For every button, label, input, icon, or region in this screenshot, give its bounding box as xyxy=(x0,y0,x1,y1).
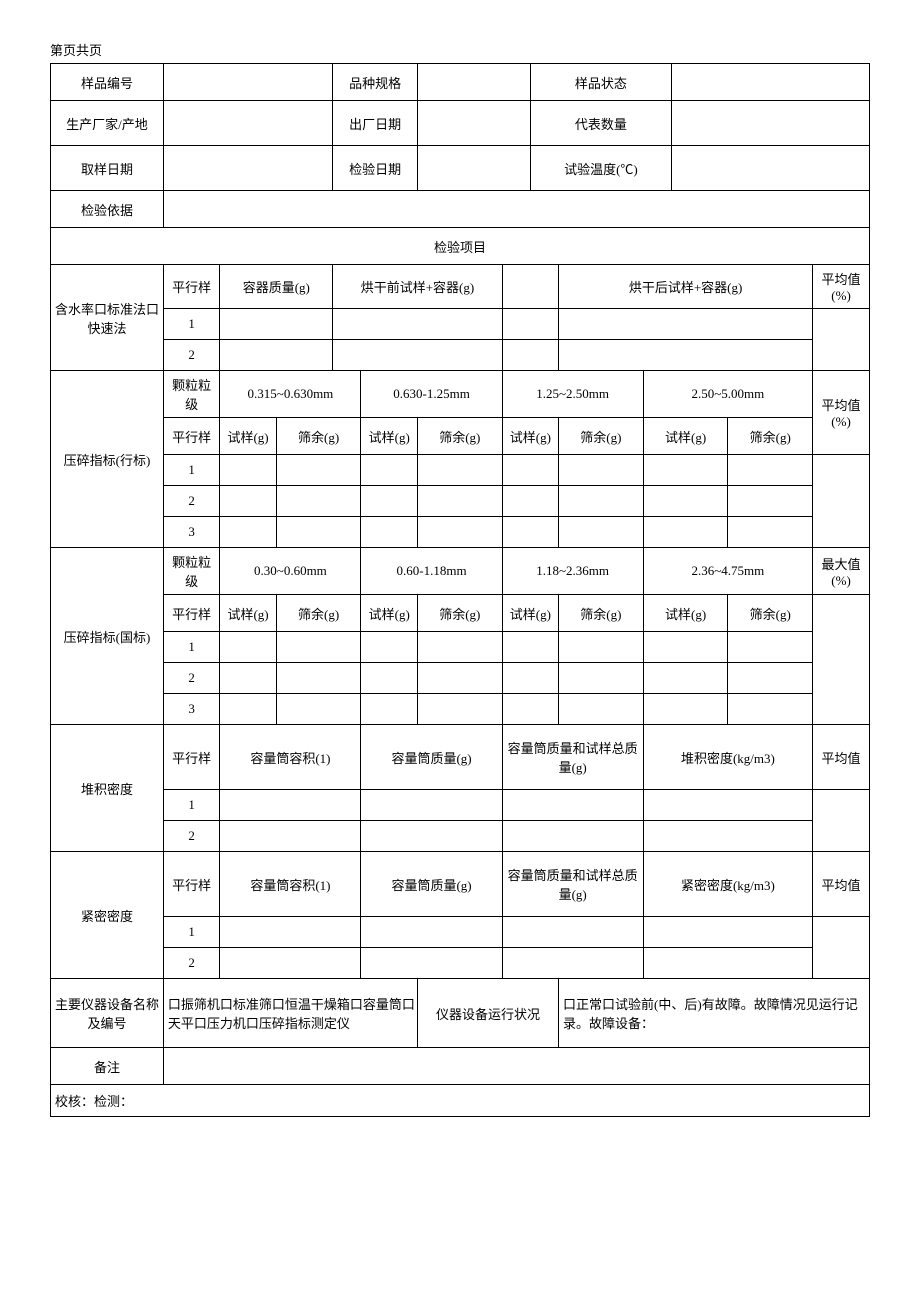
label-sample-no: 样品编号 xyxy=(51,64,164,101)
label-crush-hang: 压碎指标(行标) xyxy=(51,371,164,548)
label-qty: 代表数量 xyxy=(530,101,671,146)
equipment-list: 口振筛机口标准筛口恒温干燥箱口容量筒口天平口压力机口压碎指标测定仪 xyxy=(163,979,417,1048)
label-sampling-date: 取样日期 xyxy=(51,146,164,191)
crush-hang-g1: 0.315~0.630mm xyxy=(220,371,361,418)
label-equipment: 主要仪器设备名称及编号 xyxy=(51,979,164,1048)
val-spec xyxy=(417,64,530,101)
compact-cyl-mass: 容量筒质量(g) xyxy=(361,852,502,917)
crush-hang-g3: 1.25~2.50mm xyxy=(502,371,643,418)
moisture-avg-val xyxy=(813,309,870,371)
bulk-cyl-vol: 容量筒容积(1) xyxy=(220,725,361,790)
bulk-parallel-label: 平行样 xyxy=(163,725,219,790)
compact-parallel-label: 平行样 xyxy=(163,852,219,917)
label-basis: 检验依据 xyxy=(51,191,164,228)
val-sampling-date xyxy=(163,146,332,191)
crush-guo-avg-val xyxy=(813,595,870,725)
val-status xyxy=(672,64,870,101)
label-compact: 紧密密度 xyxy=(51,852,164,979)
crush-guo-avg-label: 最大值(%) xyxy=(813,548,870,595)
val-mfg xyxy=(163,101,332,146)
moisture-parallel-label: 平行样 xyxy=(163,265,219,309)
bulk-avg-label: 平均值 xyxy=(813,725,870,790)
crush-hang-g4: 2.50~5.00mm xyxy=(643,371,812,418)
crush-guo-g4: 2.36~4.75mm xyxy=(643,548,812,595)
compact-cyl-vol: 容量筒容积(1) xyxy=(220,852,361,917)
val-sample-no xyxy=(163,64,332,101)
compact-cyl-total: 容量筒质量和试样总质量(g) xyxy=(502,852,643,917)
crush-hang-avg-label: 平均值(%) xyxy=(813,371,870,455)
label-moisture: 含水率口标准法口快速法 xyxy=(51,265,164,371)
crush-hang-avg-val xyxy=(813,455,870,548)
label-equip-status: 仪器设备运行状况 xyxy=(417,979,558,1048)
label-mfg: 生产厂家/产地 xyxy=(51,101,164,146)
crush-guo-g3: 1.18~2.36mm xyxy=(502,548,643,595)
bulk-density: 堆积密度(kg/m3) xyxy=(643,725,812,790)
label-test-date: 检验日期 xyxy=(333,146,418,191)
moisture-r1: 1 xyxy=(163,309,219,340)
crush-hang-grade-label: 颗粒粒级 xyxy=(163,371,219,418)
label-crush-guo: 压碎指标(国标) xyxy=(51,548,164,725)
val-test-date xyxy=(417,146,530,191)
moisture-r2: 2 xyxy=(163,340,219,371)
moisture-after-dry: 烘干后试样+容器(g) xyxy=(559,265,813,309)
val-basis xyxy=(163,191,869,228)
moisture-avg-label: 平均值(%) xyxy=(813,265,870,309)
label-out-date: 出厂日期 xyxy=(333,101,418,146)
moisture-empty1 xyxy=(502,265,558,309)
label-temp: 试验温度(℃) xyxy=(530,146,671,191)
crush-guo-parallel-label: 平行样 xyxy=(163,595,219,632)
crush-guo-g2: 0.60-1.18mm xyxy=(361,548,502,595)
moisture-before-dry: 烘干前试样+容器(g) xyxy=(333,265,502,309)
bulk-avg-val xyxy=(813,790,870,852)
compact-avg-label: 平均值 xyxy=(813,852,870,917)
val-qty xyxy=(672,101,870,146)
crush-guo-g1: 0.30~0.60mm xyxy=(220,548,361,595)
page-header: 第页共页 xyxy=(50,40,870,59)
bulk-cyl-mass: 容量筒质量(g) xyxy=(361,725,502,790)
val-temp xyxy=(672,146,870,191)
footer-check: 校核：检测： xyxy=(51,1085,870,1117)
label-remark: 备注 xyxy=(51,1048,164,1085)
test-form-table: 样品编号 品种规格 样品状态 生产厂家/产地 出厂日期 代表数量 取样日期 检验… xyxy=(50,63,870,1117)
crush-hang-g2: 0.630-1.25mm xyxy=(361,371,502,418)
label-status: 样品状态 xyxy=(530,64,671,101)
label-bulk: 堆积密度 xyxy=(51,725,164,852)
crush-guo-grade-label: 颗粒粒级 xyxy=(163,548,219,595)
label-items: 检验项目 xyxy=(51,228,870,265)
crush-hang-parallel-label: 平行样 xyxy=(163,418,219,455)
moisture-container-mass: 容器质量(g) xyxy=(220,265,333,309)
val-out-date xyxy=(417,101,530,146)
compact-density: 紧密密度(kg/m3) xyxy=(643,852,812,917)
label-spec: 品种规格 xyxy=(333,64,418,101)
compact-avg-val xyxy=(813,917,870,979)
val-remark xyxy=(163,1048,869,1085)
bulk-cyl-total: 容量筒质量和试样总质量(g) xyxy=(502,725,643,790)
equip-status-text: 口正常口试验前(中、后)有故障。故障情况见运行记录。故障设备： xyxy=(559,979,870,1048)
